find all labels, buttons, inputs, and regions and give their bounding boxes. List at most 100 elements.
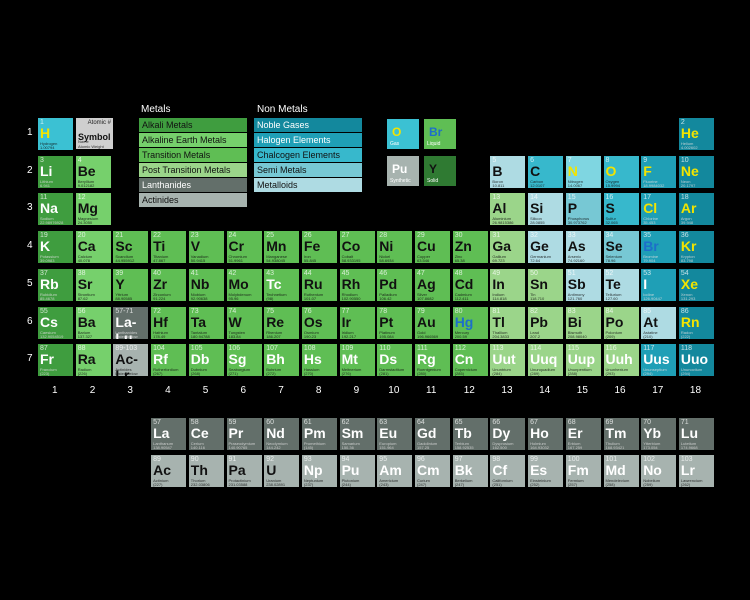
element-os: 76 Os Osmium 190.23: [301, 306, 338, 340]
element-name: Sodium: [40, 216, 54, 222]
element-name: Lanthanum: [153, 441, 174, 446]
element-name: Krypton: [680, 254, 695, 260]
element-hg: 80 Hg Mercury 200.59: [452, 306, 489, 340]
atomic-number: 21: [115, 232, 124, 240]
element-li: 3 Li Lithium 6.941: [38, 155, 74, 189]
atomic-mass: 186.207: [266, 333, 281, 339]
atomic-mass: 231.03588: [228, 482, 248, 487]
atomic-mass: 91.224: [153, 295, 166, 301]
element-name: Radon: [680, 329, 693, 335]
element-name: Iodine: [643, 291, 655, 297]
element-cl: 17 Cl Chlorine 35.453: [641, 193, 678, 227]
atomic-mass: (276): [341, 371, 351, 377]
element-name: Magnesium: [77, 216, 99, 222]
element-symbol: P: [567, 200, 578, 217]
atomic-mass: (281): [379, 371, 389, 377]
atomic-number: 112: [454, 345, 466, 353]
group-label: 7: [278, 385, 284, 396]
element-name: Actinium: [153, 478, 169, 483]
element-pm: 61 Pm Promethium (145): [301, 418, 338, 451]
element-te: 52 Te Tellurium 127.60: [603, 268, 640, 302]
element-gd: 64 Gd Gadolinium 157.25: [415, 418, 451, 451]
atomic-mass: (251): [492, 482, 502, 487]
atomic-number: 106: [228, 345, 241, 353]
atomic-mass: 12.0107: [530, 182, 545, 188]
element-md: 101 Md Mendelevium (258): [603, 455, 640, 488]
element-name: Copper: [417, 254, 431, 260]
element-symbol: Nb: [190, 275, 210, 292]
legend-post: Post Transition Metals: [139, 163, 247, 177]
element-name: Platinum: [379, 329, 395, 335]
element-symbol: H: [40, 125, 51, 141]
element-name: Fermium: [567, 478, 584, 483]
atomic-mass: 54.938045: [266, 258, 286, 264]
atomic-number: 84: [605, 307, 614, 315]
element-symbol: Si: [530, 200, 544, 217]
element-symbol: Sg: [228, 351, 247, 368]
atomic-number: 3: [40, 156, 44, 164]
group-label: 5: [202, 385, 209, 396]
element-bh: 107 Bh Bohrium (272): [264, 344, 301, 378]
element-name: Cerium: [190, 441, 204, 446]
atomic-mass: 39.0983: [40, 258, 55, 264]
group-label: 1: [52, 385, 58, 396]
atomic-mass: 55.845: [303, 258, 317, 264]
element-symbol: Ce: [190, 425, 209, 441]
atomic-mass: (209): [605, 333, 615, 339]
element-symbol: Uup: [567, 351, 596, 368]
atomic-mass: 78.96: [605, 258, 616, 264]
element-symbol: Yb: [643, 425, 662, 441]
element-name: Molybdenum: [228, 291, 252, 297]
element-rf: 104 Rf Rutherfordium (267): [151, 344, 188, 378]
element-symbol: Bh: [266, 351, 285, 368]
atomic-number: 19: [40, 232, 48, 240]
atomic-mass: 22.98976928: [40, 220, 64, 226]
element-symbol: Fe: [303, 238, 321, 255]
atomic-number: 63: [379, 419, 388, 426]
atomic-number: 92: [266, 456, 274, 463]
group-label: 9: [353, 385, 360, 396]
atomic-number: 36: [680, 232, 689, 240]
element-name: Darmstadtium: [379, 367, 405, 373]
element-name: Rhodium: [341, 291, 358, 297]
element-name: Copernicium: [454, 367, 478, 373]
atomic-mass: 131.293: [680, 295, 696, 301]
element-name: Meitnerium: [341, 367, 362, 373]
element-rg: 111 Rg Roentgenium (280): [415, 344, 451, 378]
element-f: 9 F Fluorine 18.9984032: [641, 155, 678, 189]
atomic-mass: Listed below: [115, 333, 138, 339]
element-name: Nitrogen: [567, 178, 583, 184]
atomic-number: 4: [77, 156, 82, 164]
element-name: Thallium: [492, 329, 508, 335]
element-name: Dysprosium: [492, 441, 514, 446]
atomic-number: 88: [77, 345, 86, 353]
element-name: Nobelium: [643, 478, 661, 483]
element-name: Technetium: [266, 291, 287, 297]
element-symbol: B: [492, 162, 503, 179]
atomic-number: 37: [40, 269, 48, 277]
atomic-number: 38: [77, 269, 86, 277]
atomic-number: 89: [153, 456, 161, 463]
legend-actinide: Actinides: [139, 193, 247, 207]
element-name: Berkelium: [454, 478, 473, 483]
element-name: Roentgenium: [417, 367, 441, 373]
atomic-number: 12: [77, 194, 86, 202]
key-mass: Atomic Weight: [78, 144, 104, 149]
element-au: 79 Au Gold 196.966569: [415, 306, 451, 340]
element-symbol: Pb: [530, 313, 548, 330]
element-symbol: Fm: [567, 462, 589, 478]
element-mt: 109 Mt Meitnerium (276): [339, 344, 376, 378]
group-label: 4: [165, 385, 171, 396]
atomic-number: 43: [266, 269, 274, 277]
atomic-number: 100: [567, 456, 580, 463]
element-name: Astatine: [643, 329, 658, 335]
atomic-mass: 207.2: [530, 333, 541, 339]
element-ba: 56 Ba Barium 137.327: [75, 306, 112, 340]
element-ac-lr: 89-103 Ac-Lr Actinides Listed below: [113, 344, 150, 378]
element-symbol: Li: [40, 162, 53, 179]
atomic-number: 33: [567, 232, 576, 240]
element-name: Ununpentium: [567, 367, 592, 373]
element-symbol: Pa: [228, 462, 246, 478]
element-name: Scandium: [115, 254, 134, 260]
element-pd: 46 Pd Palladium 106.42: [377, 268, 414, 302]
